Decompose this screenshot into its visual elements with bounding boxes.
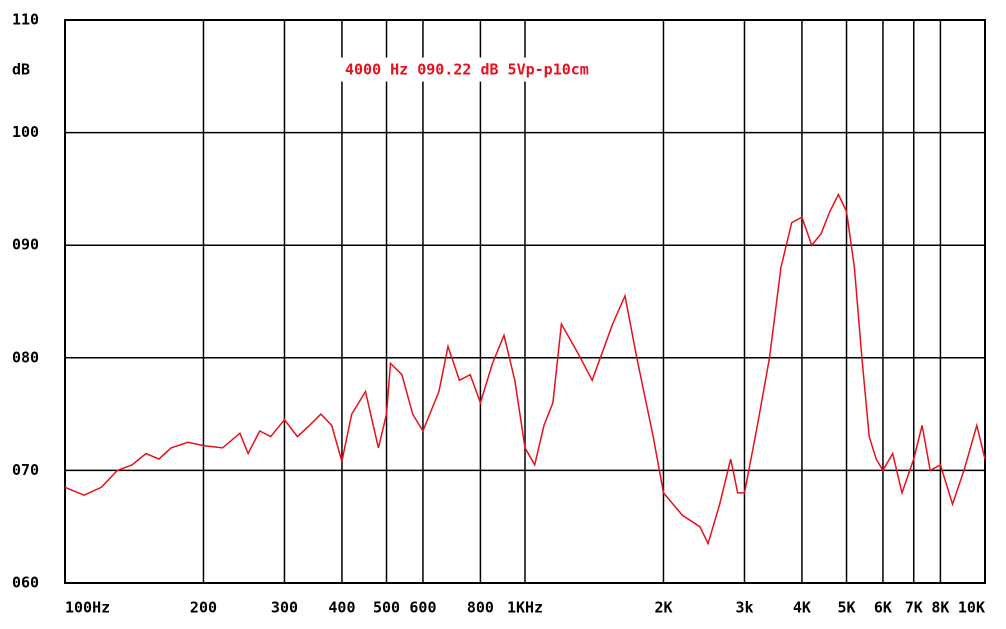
x-tick-label: 10K [958, 599, 985, 617]
x-tick-label: 2K [654, 599, 672, 617]
y-tick-label: 110 [12, 11, 39, 29]
x-tick-label: 8K [931, 599, 949, 617]
y-tick-label: 100 [12, 123, 39, 141]
annotation-background [341, 57, 615, 82]
y-tick-label: 090 [12, 236, 39, 254]
x-tick-label: 3k [735, 599, 753, 617]
x-tick-label: 1KHz [507, 599, 543, 617]
x-tick-label: 6K [874, 599, 892, 617]
x-tick-label: 100Hz [65, 599, 110, 617]
x-tick-label: 7K [905, 599, 923, 617]
x-tick-label: 200 [190, 599, 217, 617]
x-tick-label: 500 [373, 599, 400, 617]
x-tick-label: 600 [409, 599, 436, 617]
y-tick-label: 070 [12, 461, 39, 479]
x-tick-label: 5K [837, 599, 855, 617]
annotation: 4000 Hz 090.22 dB 5Vp-p10cm [345, 61, 589, 79]
x-tick-label: 300 [271, 599, 298, 617]
y-tick-label: 080 [12, 348, 39, 366]
y-unit-label: dB [12, 61, 30, 79]
y-tick-label: 060 [12, 574, 39, 592]
response-curve [64, 192, 986, 546]
x-tick-label: 4K [793, 599, 811, 617]
x-tick-label: 400 [328, 599, 355, 617]
x-tick-label: 800 [467, 599, 494, 617]
